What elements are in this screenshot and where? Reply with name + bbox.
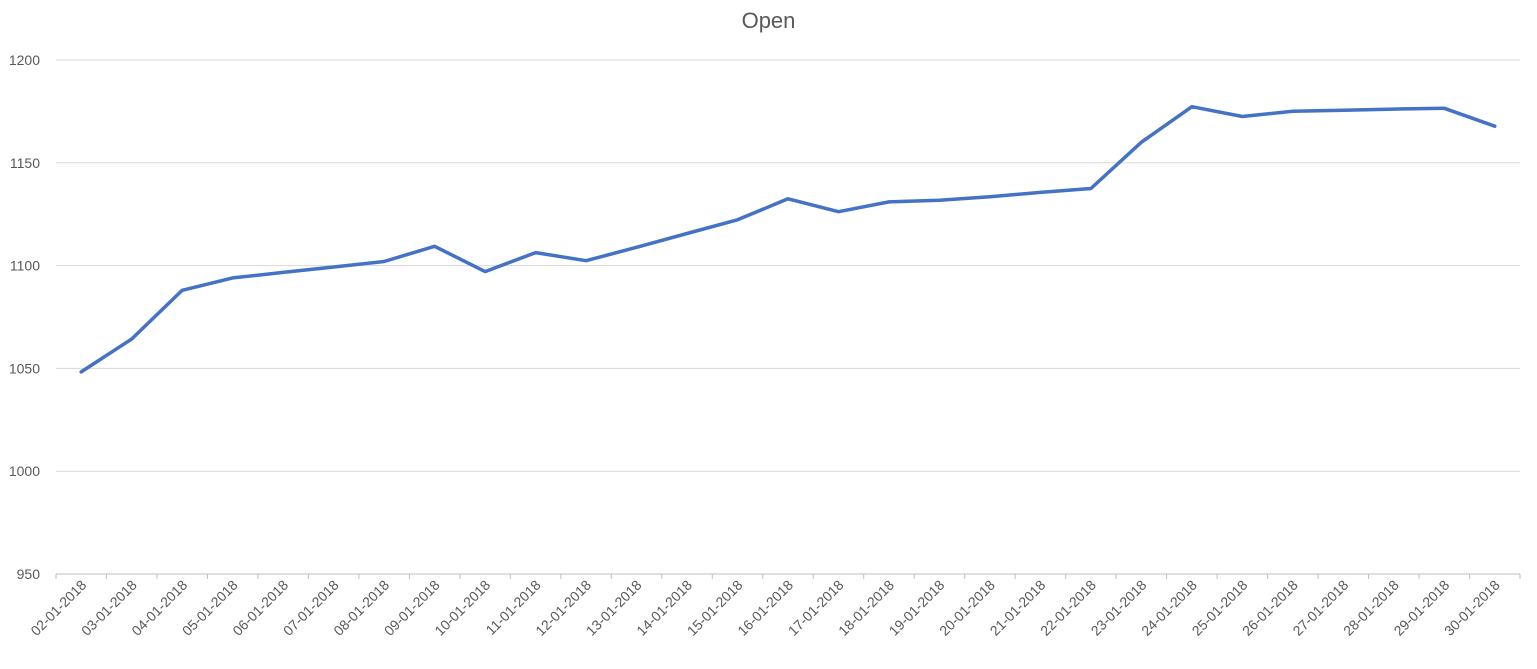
y-tick-label: 1150 [10,155,40,171]
y-tick-label: 1000 [9,463,40,479]
series-line [79,104,1497,374]
y-tick-label: 1050 [9,360,40,376]
chart-title: Open [741,8,796,33]
y-tick-label: 950 [17,566,41,582]
y-tick-label: 1200 [9,52,40,68]
y-tick-label: 1100 [10,258,40,274]
